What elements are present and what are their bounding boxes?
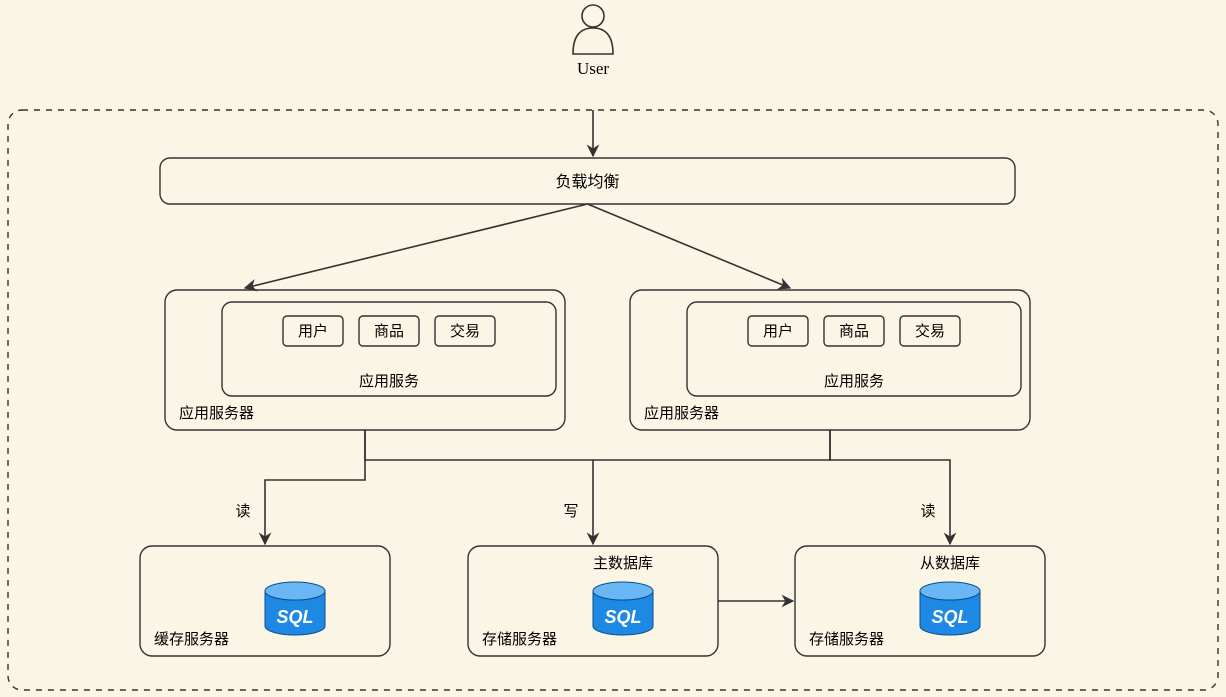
db-title: 从数据库 <box>920 555 980 572</box>
edge-label-write: 写 <box>563 503 578 520</box>
edge-lb-app1 <box>588 204 791 288</box>
edge-label-read2: 读 <box>920 503 935 520</box>
sql-cylinder-0: SQL <box>265 582 325 635</box>
load-balancer-label: 负载均衡 <box>555 173 619 191</box>
edge-app0-db0 <box>265 430 365 544</box>
db-server-label: 缓存服务器 <box>154 631 229 648</box>
sql-badge-text: SQL <box>604 607 641 627</box>
app-server-label: 应用服务器 <box>644 404 719 422</box>
user-label: User <box>577 59 609 78</box>
module-label: 交易 <box>915 322 945 340</box>
module-label: 交易 <box>450 322 480 340</box>
module-label: 用户 <box>298 323 328 340</box>
edge-label-read1: 读 <box>235 503 250 520</box>
edge-app1-db1 <box>593 430 830 460</box>
db-title: 主数据库 <box>593 555 653 572</box>
user-icon <box>573 5 613 54</box>
edge-lb-app0 <box>245 204 588 288</box>
module-label: 商品 <box>839 323 869 340</box>
sql-badge-text: SQL <box>276 607 313 627</box>
architecture-diagram: User 负载均衡应用服务器 应用服务 用户 商品 交易应用服务器 应用服务 用户 商品 交易缓存… <box>0 0 1226 697</box>
edge-app1-db2 <box>830 430 950 544</box>
app-server-label: 应用服务器 <box>179 404 254 422</box>
edge-app0-db1 <box>365 430 593 544</box>
sql-badge-text: SQL <box>931 607 968 627</box>
sql-cylinder-2: SQL <box>920 582 980 635</box>
app-service-label: 应用服务 <box>359 372 419 390</box>
module-label: 商品 <box>374 323 404 340</box>
app-service-label: 应用服务 <box>824 372 884 390</box>
sql-cylinder-1: SQL <box>593 582 653 635</box>
module-label: 用户 <box>763 323 793 340</box>
db-server-label: 存储服务器 <box>482 631 557 648</box>
db-server-label: 存储服务器 <box>809 631 884 648</box>
